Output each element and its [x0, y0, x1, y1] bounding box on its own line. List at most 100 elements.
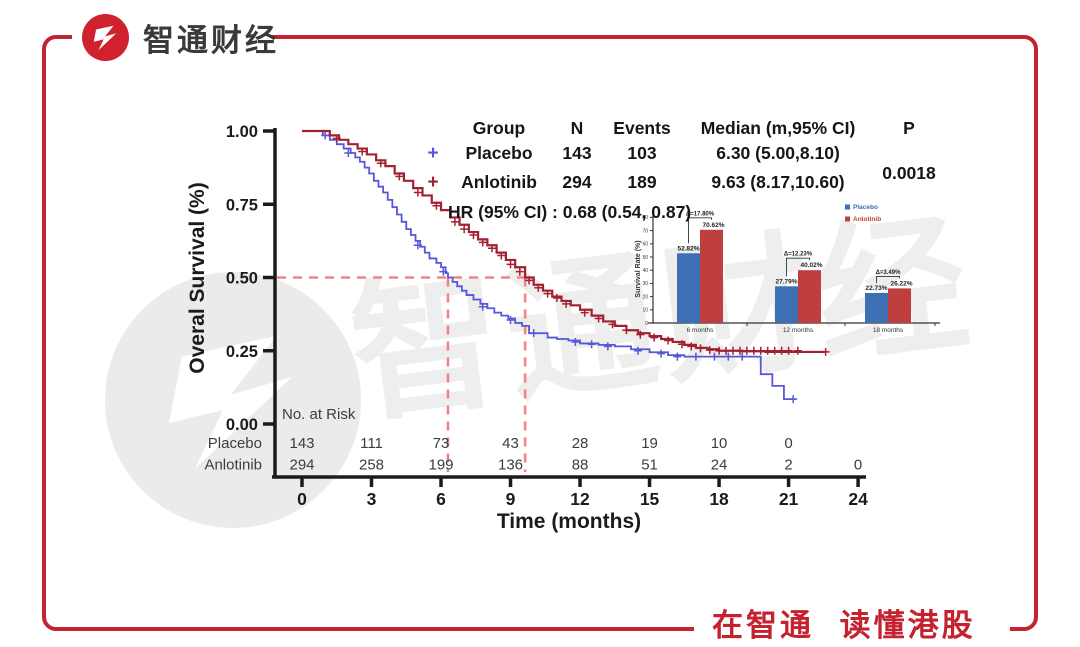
placebo-group-label: Placebo — [465, 143, 533, 163]
inset-y-tick-label: 80 — [642, 215, 648, 221]
anlotinib-censor-mark — [722, 346, 731, 355]
anlotinib-censor-mark — [497, 251, 506, 260]
anlotinib-censor-mark — [376, 159, 385, 168]
placebo-censor-mark — [478, 302, 487, 311]
anlotinib-censor-mark — [358, 147, 367, 156]
placebo-bar-value: 27.79% — [775, 278, 797, 285]
anlotinib-censor-mark — [622, 326, 631, 335]
anlotinib-bar-value: 70.62% — [702, 222, 724, 229]
risk-value: 294 — [289, 457, 314, 474]
inset-y-tick-label: 10 — [642, 308, 648, 314]
anlotinib-censor-mark — [687, 342, 696, 351]
placebo-events: 103 — [627, 143, 657, 163]
placebo-censor-mark — [413, 241, 422, 250]
hazard-ratio-text: HR (95% CI) : 0.68 (0.54, 0.87) — [448, 201, 692, 222]
inset-y-axis-title: Survival Rate (%) — [635, 240, 642, 297]
legend-header-row: Group N Events Median (m,95% CI) P — [418, 117, 958, 139]
anlotinib-censor-mark — [677, 340, 686, 349]
inset-legend-label: Placebo — [853, 204, 878, 211]
risk-value: 136 — [498, 457, 523, 474]
delta-bracket — [688, 217, 712, 244]
inset-bar-chart: 0 10 20 30 40 50 60 70 80 Survival Rate (%) 52.82%… — [635, 204, 940, 334]
risk-value: 111 — [360, 435, 383, 452]
inset-legend-label: Anlotinib — [853, 216, 881, 223]
placebo-censor-mark — [633, 346, 642, 355]
brand-header: 智通财经 — [82, 14, 279, 61]
anlotinib-censor-mark — [777, 346, 786, 355]
anlotinib-censor-mark — [749, 346, 758, 355]
placebo-censor-mark — [724, 352, 733, 361]
inset-legend-swatch — [845, 216, 850, 222]
anlotinib-censor-mark — [395, 172, 404, 181]
placebo-censor-mark — [603, 342, 612, 351]
brand-name: 智通财经 — [143, 23, 279, 58]
x-axis-title: Time (months) — [497, 510, 641, 533]
inset-category-label: 18 months — [873, 327, 904, 334]
placebo-censor-mark — [571, 337, 580, 346]
inset-category-label: 12 months — [783, 327, 814, 334]
anlotinib-censor-mark — [450, 217, 459, 226]
anlotinib-bar-value: 40.02% — [800, 262, 822, 269]
placebo-censor-mark — [506, 315, 515, 324]
survival-curves-layer — [302, 129, 830, 404]
anlotinib-censor-mark — [756, 346, 765, 355]
risk-value: 73 — [433, 435, 450, 452]
km-legend-table: Group N Events Median (m,95% CI) P + Pla… — [418, 117, 958, 224]
x-tick-label: 0 — [297, 489, 307, 509]
anlotinib-censor-mark — [562, 299, 571, 308]
anlotinib-censor-mark — [793, 346, 802, 355]
decorative-frame — [42, 35, 1038, 631]
col-header-p: P — [903, 117, 915, 138]
placebo-censor-mark — [344, 148, 353, 157]
placebo-curve-marker-icon: + — [427, 142, 439, 164]
anlotinib-censor-mark — [742, 346, 751, 355]
anlotinib-group-label: Anlotinib — [461, 172, 537, 192]
anlotinib-censor-mark — [650, 333, 659, 342]
anlotinib-censor-mark — [784, 346, 793, 355]
inset-y-tick-label: 20 — [642, 294, 648, 300]
placebo-censor-mark — [789, 395, 798, 404]
placebo-censor-mark — [321, 131, 330, 140]
anlotinib-censor-mark — [608, 320, 617, 329]
y-tick-label: 0.25 — [226, 343, 258, 361]
x-tick-label: 9 — [506, 489, 516, 509]
y-axis-title: Overal Survival (%) — [186, 182, 209, 373]
placebo-bar-value: 22.73% — [865, 285, 887, 292]
y-tick-label: 0.75 — [226, 196, 258, 214]
anlotinib-censor-mark — [636, 330, 645, 339]
risk-value: 2 — [784, 457, 792, 474]
delta-label: Δ=3.49% — [876, 270, 901, 276]
placebo-censor-mark — [529, 329, 538, 338]
risk-value: 88 — [572, 457, 589, 474]
anlotinib-censor-mark — [525, 276, 534, 285]
anlotinib-censor-mark — [515, 267, 524, 276]
risk-value: 143 — [289, 435, 314, 452]
placebo-median: 6.30 (5.00,8.10) — [716, 143, 840, 163]
axes-layer: 1.00 0.75 0.50 0.25 0.00 0 3 6 9 12 15 18 21 24 Time (… — [186, 123, 868, 533]
placebo-censor-mark — [587, 340, 596, 349]
y-tick-label: 0.50 — [226, 270, 258, 288]
p-value: 0.0018 — [882, 163, 936, 183]
anlotinib-censor-mark — [552, 294, 561, 303]
anlotinib-censor-mark — [763, 346, 772, 355]
col-header-n: N — [570, 117, 584, 138]
risk-value: 10 — [711, 435, 728, 452]
watermark-logo-glyph — [169, 336, 292, 470]
placebo-censor-mark — [657, 349, 666, 358]
x-tick-label: 21 — [779, 489, 799, 509]
risk-value: 28 — [572, 435, 589, 452]
col-header-median: Median (m,95% CI) — [700, 117, 856, 138]
placebo-bar — [865, 292, 888, 323]
col-header-group: Group — [472, 117, 526, 138]
risk-value: 19 — [641, 435, 658, 452]
anlotinib-censor-mark — [821, 347, 830, 356]
anlotinib-bar — [700, 229, 723, 323]
anlotinib-censor-mark — [580, 308, 589, 317]
y-tick-label: 0.00 — [226, 416, 258, 434]
inset-y-tick-label: 60 — [642, 242, 648, 248]
anlotinib-censor-mark — [413, 188, 422, 197]
anlotinib-censor-mark — [705, 346, 714, 355]
anlotinib-censor-mark — [735, 346, 744, 355]
